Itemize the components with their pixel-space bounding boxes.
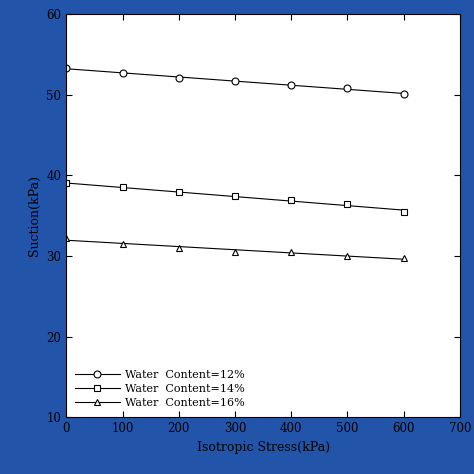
Water  Content=12% — [120, 70, 126, 76]
Water  Content=12% — [345, 85, 350, 91]
Water  Content=16% — [232, 249, 238, 255]
Line: Water  Content=12%: Water Content=12% — [63, 65, 407, 98]
Y-axis label: Suction(kPa): Suction(kPa) — [28, 175, 41, 256]
Line: Water  Content=16%: Water Content=16% — [63, 235, 407, 262]
Water  Content=16% — [288, 249, 294, 255]
Water  Content=14% — [176, 190, 182, 195]
Legend: Water  Content=12%, Water  Content=14%, Water  Content=16%: Water Content=12%, Water Content=14%, Wa… — [72, 366, 248, 411]
Water  Content=12% — [64, 65, 69, 71]
Water  Content=16% — [64, 236, 69, 241]
Water  Content=16% — [176, 245, 182, 251]
Water  Content=12% — [232, 78, 238, 84]
Water  Content=12% — [176, 75, 182, 81]
Water  Content=12% — [288, 82, 294, 88]
Water  Content=14% — [120, 185, 126, 191]
Water  Content=12% — [401, 91, 406, 97]
Line: Water  Content=14%: Water Content=14% — [63, 180, 407, 215]
Water  Content=14% — [401, 209, 406, 215]
Water  Content=14% — [345, 201, 350, 207]
Water  Content=14% — [64, 181, 69, 186]
Water  Content=14% — [232, 193, 238, 199]
X-axis label: Isotropic Stress(kPa): Isotropic Stress(kPa) — [197, 440, 329, 454]
Water  Content=14% — [288, 198, 294, 203]
Water  Content=16% — [120, 241, 126, 246]
Water  Content=16% — [401, 255, 406, 261]
Water  Content=16% — [345, 253, 350, 259]
